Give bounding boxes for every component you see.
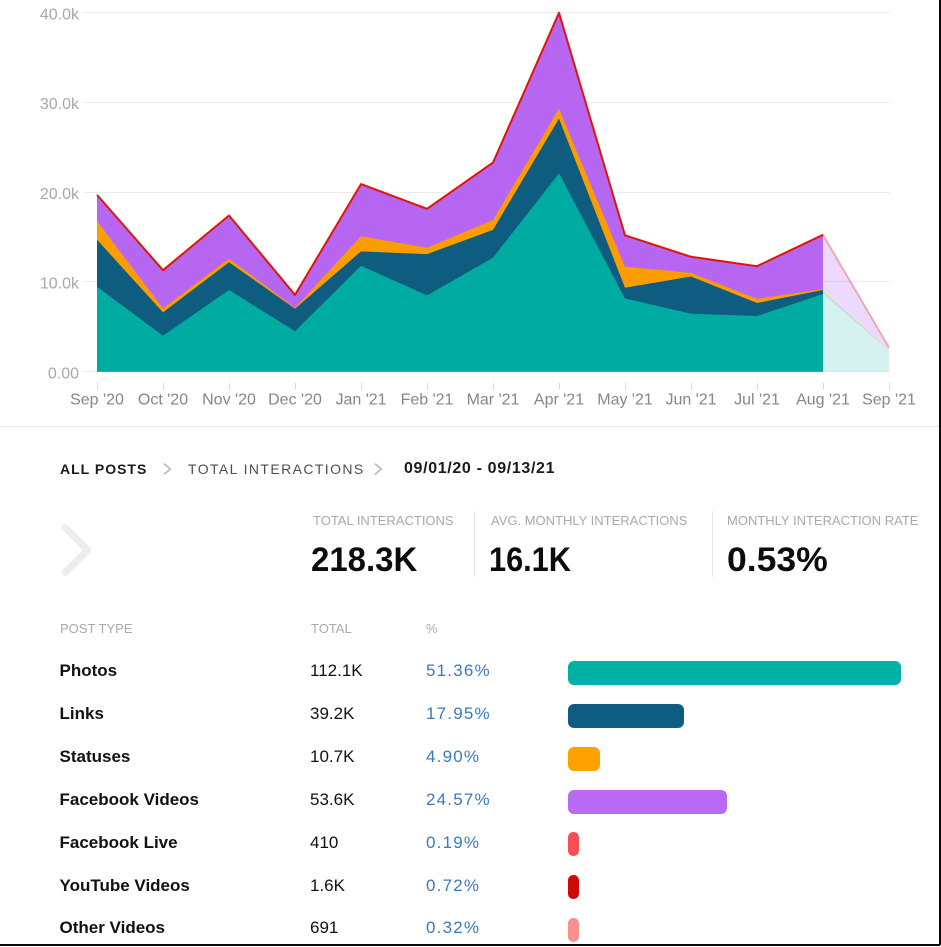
svg-text:Jul '21: Jul '21 [734,392,780,409]
svg-text:Feb '21: Feb '21 [401,392,454,409]
svg-text:Sep '20: Sep '20 [70,392,124,409]
svg-text:20.0k: 20.0k [40,186,80,203]
svg-text:40.0k: 40.0k [40,7,80,24]
svg-text:Dec '20: Dec '20 [268,392,322,409]
svg-text:Aug '21: Aug '21 [796,392,850,409]
svg-text:10.0k: 10.0k [40,276,80,293]
svg-text:0.00: 0.00 [48,365,79,382]
svg-text:Sep '21: Sep '21 [862,392,916,409]
svg-text:May '21: May '21 [597,392,653,409]
svg-text:Jan '21: Jan '21 [335,392,386,409]
svg-text:Nov '20: Nov '20 [202,392,256,409]
svg-text:Apr '21: Apr '21 [534,392,584,409]
svg-text:Oct '20: Oct '20 [138,392,188,409]
svg-text:Mar '21: Mar '21 [467,392,520,409]
svg-text:Jun '21: Jun '21 [665,392,716,409]
svg-text:30.0k: 30.0k [40,96,80,113]
